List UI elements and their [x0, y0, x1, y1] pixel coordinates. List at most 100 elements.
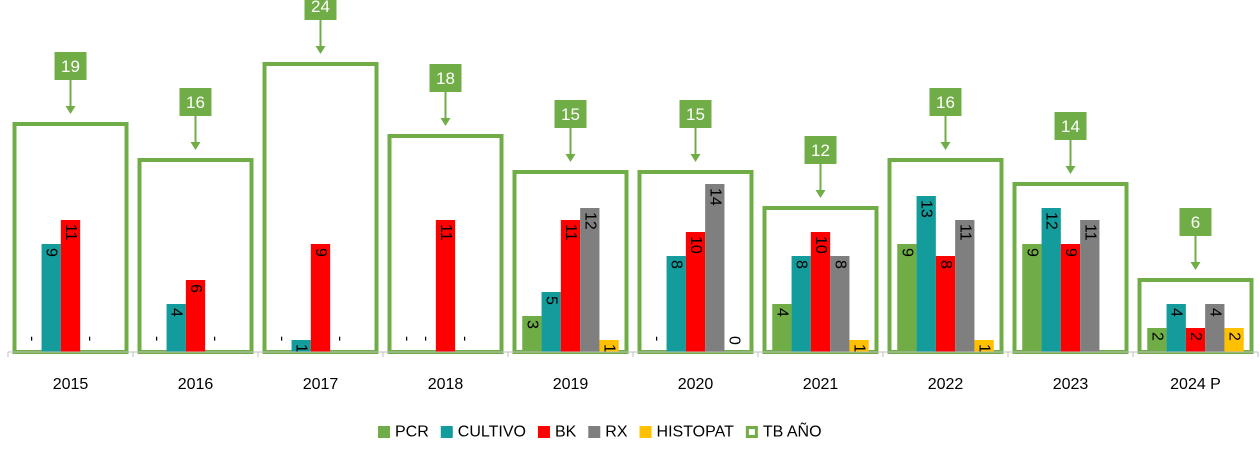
total-label: 6	[1191, 213, 1200, 232]
value-label: -	[456, 336, 473, 341]
bar	[772, 304, 792, 352]
bar	[1060, 244, 1081, 352]
legend-swatch	[745, 426, 758, 438]
total-callout	[554, 100, 587, 128]
bar	[935, 256, 956, 352]
legend-label: TB AÑO	[763, 421, 822, 441]
bar	[1224, 328, 1244, 352]
value-label: -	[273, 336, 290, 341]
bar	[166, 304, 186, 352]
bar	[830, 256, 850, 352]
total-label: 15	[686, 105, 705, 124]
callout-arrowhead	[940, 142, 951, 150]
total-callout	[1179, 208, 1212, 236]
value-label: 8	[831, 260, 848, 269]
value-label: 9	[1062, 248, 1079, 257]
bar	[560, 220, 581, 352]
value-label: 12	[581, 212, 598, 230]
value-label: 2	[1226, 332, 1243, 341]
value-label: 8	[793, 260, 810, 269]
value-label: 4	[1168, 308, 1185, 317]
x-tick-label: 2018	[428, 376, 464, 393]
x-tick-label: 2020	[678, 376, 714, 393]
value-label: 11	[62, 224, 79, 241]
callout-arrowhead	[815, 190, 826, 198]
bar	[541, 292, 561, 352]
value-label: 11	[956, 224, 973, 241]
bar	[974, 340, 994, 352]
bar	[1080, 220, 1100, 352]
legend-swatch	[639, 426, 652, 438]
bar	[580, 208, 600, 352]
total-callout	[304, 0, 337, 20]
total-callout	[804, 136, 837, 164]
bar	[1022, 244, 1042, 352]
bar	[599, 340, 619, 352]
value-label: 9	[312, 248, 329, 257]
value-label: 10	[687, 236, 704, 254]
value-label: -	[23, 336, 40, 341]
bar	[897, 244, 917, 352]
value-label: 1	[601, 344, 618, 353]
bar	[435, 220, 456, 352]
value-label: -	[148, 336, 165, 341]
value-label: 5	[543, 296, 560, 305]
total-callout	[1054, 112, 1087, 140]
bar	[666, 256, 686, 352]
bar	[1041, 208, 1061, 352]
x-tick-label: 2022	[928, 376, 964, 393]
value-label: -	[206, 336, 223, 341]
value-label: -	[81, 336, 98, 341]
x-tick-label: 2024 P	[1170, 376, 1221, 393]
callout-arrowhead	[65, 106, 76, 114]
value-label: -	[418, 336, 435, 341]
bar	[1147, 328, 1167, 352]
bar	[1205, 304, 1225, 352]
value-label: 4	[1206, 308, 1223, 317]
value-label: 4	[773, 308, 790, 317]
value-label: 1	[851, 344, 868, 353]
value-label: 4	[168, 308, 185, 317]
legend-label: BK	[555, 424, 577, 441]
legend-swatch	[537, 426, 550, 438]
value-label: 2	[1187, 332, 1204, 341]
total-label: 16	[186, 93, 205, 112]
x-tick-label: 2017	[303, 376, 339, 393]
total-label: 15	[561, 105, 580, 124]
bar	[1185, 328, 1206, 352]
callout-arrowhead	[1190, 262, 1201, 270]
total-label: 14	[1061, 117, 1080, 136]
value-label: 14	[706, 188, 723, 206]
bar	[810, 232, 831, 352]
total-callout	[429, 64, 462, 92]
value-label: 11	[562, 224, 579, 241]
total-callout	[179, 88, 212, 116]
callout-arrowhead	[565, 154, 576, 162]
total-callout	[54, 52, 87, 80]
value-label: -	[398, 336, 415, 341]
total-callout	[929, 88, 962, 116]
bar	[185, 280, 206, 352]
value-label: 10	[812, 236, 829, 254]
bar	[849, 340, 869, 352]
total-label: 12	[811, 141, 830, 160]
total-label: 24	[311, 0, 330, 16]
value-label: -	[331, 336, 348, 341]
bar	[291, 340, 311, 352]
x-tick-label: 2019	[553, 376, 589, 393]
bar	[685, 232, 706, 352]
callout-arrowhead	[1065, 166, 1076, 174]
x-tick-label: 2015	[53, 376, 89, 393]
legend-label: PCR	[395, 424, 429, 441]
bar	[916, 196, 936, 352]
callout-arrowhead	[315, 46, 326, 54]
total-label: 16	[936, 93, 955, 112]
value-label: 9	[898, 248, 915, 257]
legend: PCR CULTIVO BK RX HISTOPAT TB AÑO	[378, 421, 822, 441]
bar	[60, 220, 81, 352]
value-label: 8	[937, 260, 954, 269]
value-label: 1	[293, 344, 310, 353]
bar	[705, 184, 725, 352]
legend-swatch	[378, 426, 390, 438]
